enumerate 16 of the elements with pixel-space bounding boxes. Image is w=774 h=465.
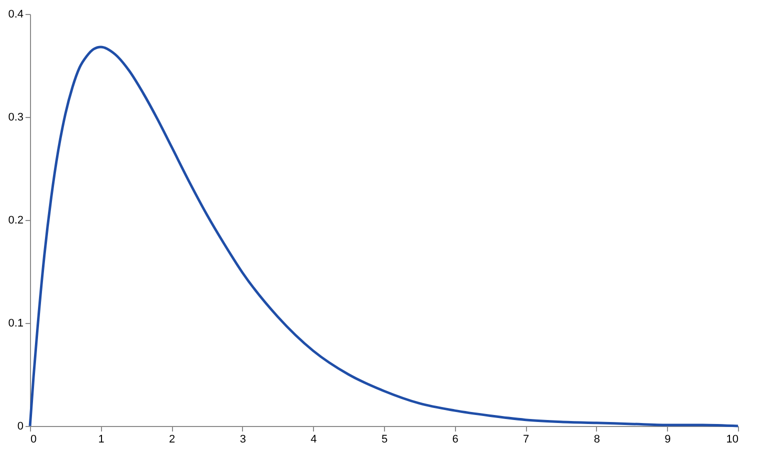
y-tick-label: 0.3 bbox=[8, 112, 24, 124]
x-tick-label: 9 bbox=[664, 434, 671, 446]
y-tick-label: 0.4 bbox=[8, 8, 24, 20]
y-tick-label: 0 bbox=[17, 420, 24, 432]
x-tick-label: 10 bbox=[726, 434, 738, 446]
x-tick-label: 1 bbox=[98, 434, 104, 446]
x-tick-label: 4 bbox=[310, 434, 317, 446]
x-tick-label: 8 bbox=[594, 434, 600, 446]
x-tick-label: 7 bbox=[523, 434, 530, 446]
x-tick-label: 5 bbox=[381, 434, 388, 446]
y-tick-label: 0.1 bbox=[8, 318, 24, 330]
y-tick-label: 0.2 bbox=[8, 214, 24, 226]
x-tick-label: 0 bbox=[30, 434, 37, 446]
x-tick-label: 3 bbox=[240, 434, 246, 446]
x-tick-label: 6 bbox=[452, 434, 458, 446]
x-tick-label: 2 bbox=[169, 434, 176, 446]
